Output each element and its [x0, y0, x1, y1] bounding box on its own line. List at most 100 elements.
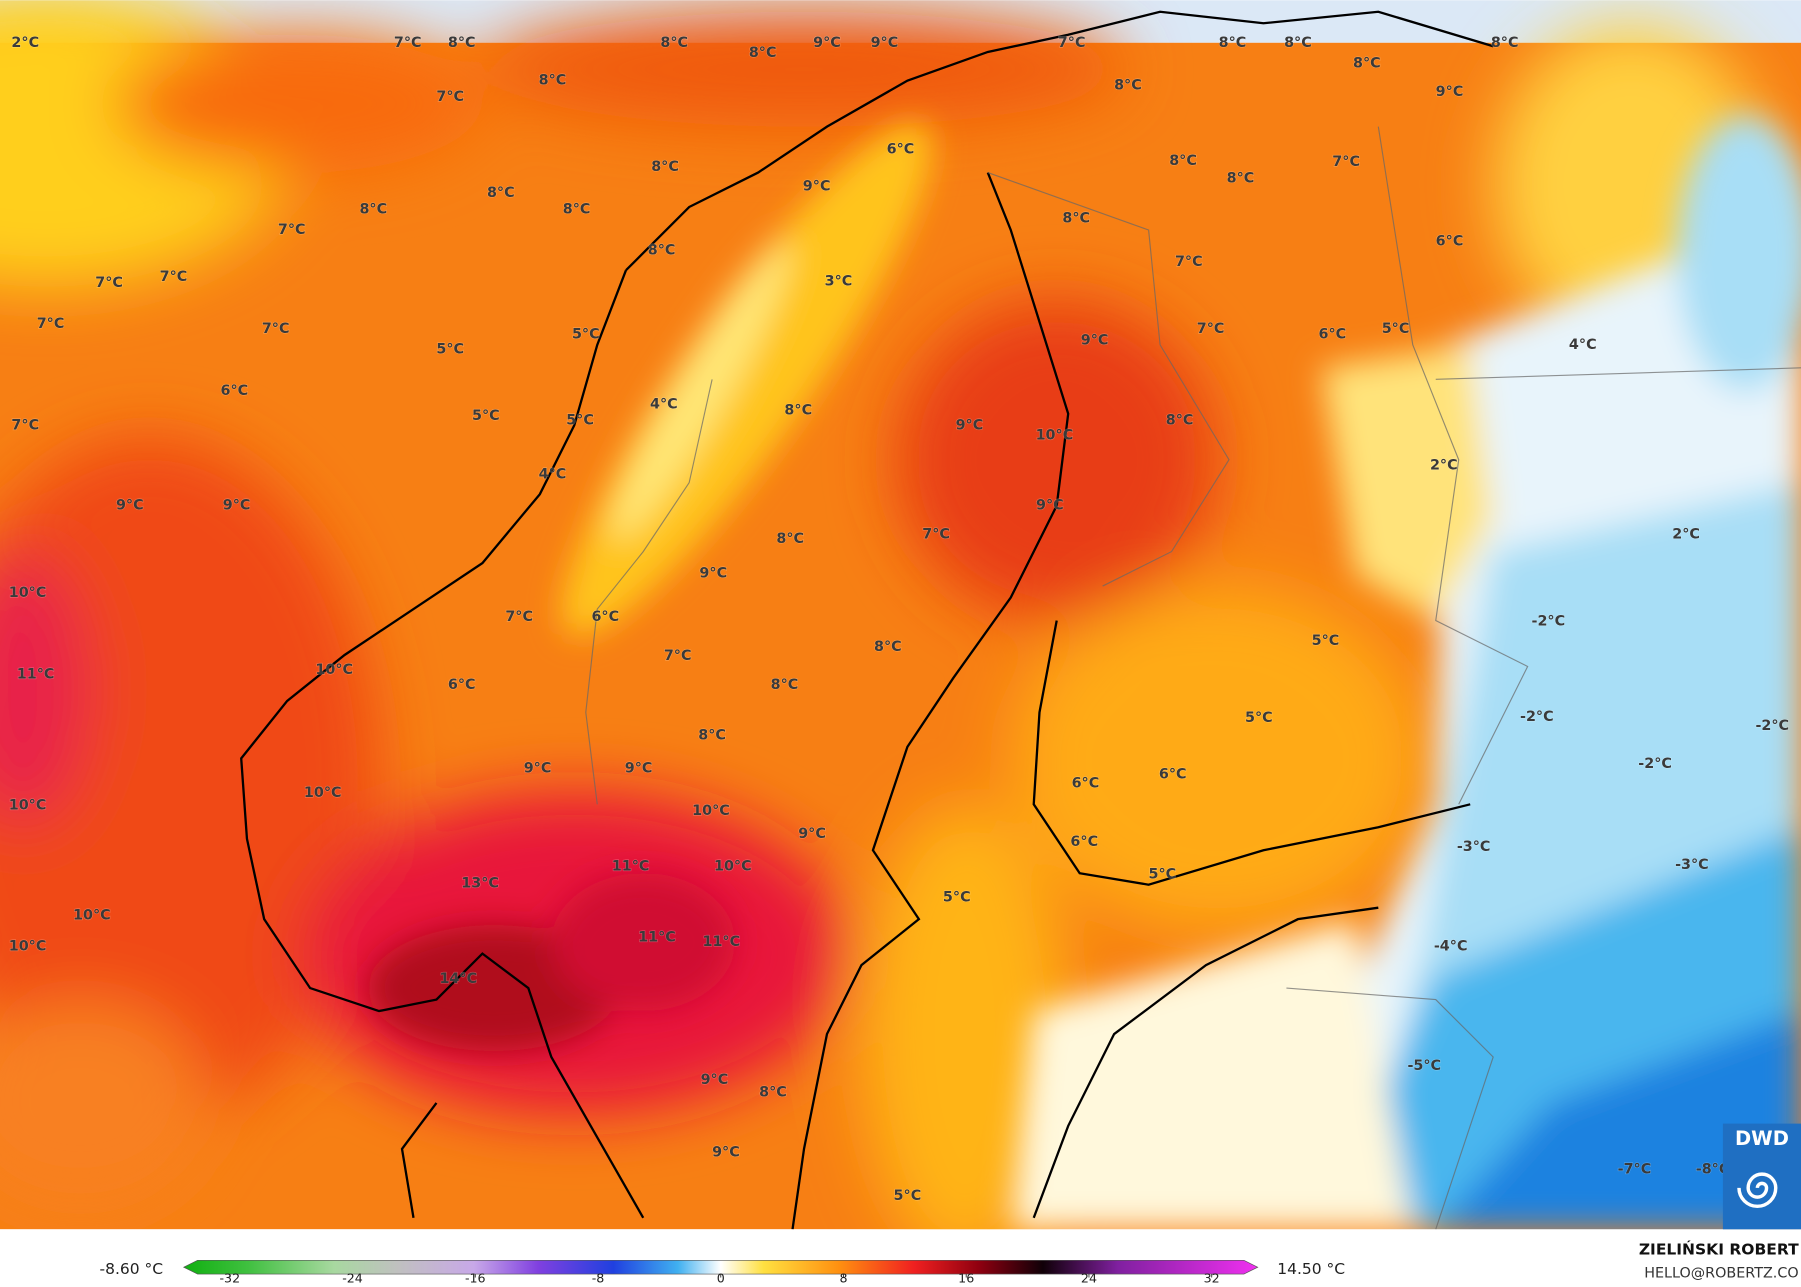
temperature-label: 6°C: [591, 609, 619, 625]
temperature-label: 5°C: [1149, 866, 1177, 882]
temperature-label: 9°C: [1081, 332, 1109, 348]
temperature-label: 7°C: [394, 35, 422, 51]
temperature-label: -7°C: [1618, 1162, 1652, 1178]
colorbar-tick-label: -16: [465, 1271, 486, 1286]
temperature-label: 8°C: [784, 402, 812, 418]
logo-background: [1722, 1123, 1801, 1230]
temperature-label: 10°C: [73, 908, 111, 924]
temperature-label: 7°C: [1058, 35, 1086, 51]
temperature-label: 7°C: [1332, 154, 1360, 170]
temperature-label: 6°C: [448, 677, 476, 693]
temperature-label: 7°C: [664, 648, 692, 664]
temperature-label: 6°C: [220, 383, 248, 399]
dwd-logo: DWD: [1722, 1123, 1801, 1230]
temperature-label: 8°C: [1227, 170, 1255, 186]
temperature-label: 14°C: [439, 971, 477, 987]
temperature-label: 8°C: [1169, 153, 1197, 169]
temperature-label: 8°C: [1353, 55, 1381, 71]
temperature-label: 8°C: [771, 677, 799, 693]
colorbar-tick-label: 0: [717, 1271, 725, 1286]
temperature-label: -2°C: [1531, 614, 1565, 630]
temperature-label: 7°C: [1197, 321, 1225, 337]
temperature-label: 11°C: [638, 930, 676, 946]
temperature-label: 8°C: [359, 201, 387, 217]
temperature-label: 9°C: [116, 498, 144, 514]
temperature-label: 7°C: [436, 89, 464, 105]
temperature-label: 8°C: [1219, 35, 1247, 51]
temperature-label: 5°C: [572, 327, 600, 343]
temperature-label: 10°C: [9, 797, 47, 813]
temperature-label: -4°C: [1434, 939, 1468, 955]
temperature-label: 8°C: [1491, 35, 1519, 51]
colorbar-tick-label: -24: [342, 1271, 363, 1286]
temperature-label: 7°C: [11, 417, 39, 433]
temperature-label: -2°C: [1520, 709, 1554, 725]
temperature-label: 8°C: [749, 45, 777, 61]
temperature-label: 10°C: [9, 585, 47, 601]
temperature-label: 11°C: [17, 667, 55, 683]
temperature-label: 5°C: [943, 889, 971, 905]
temperature-label: 9°C: [712, 1144, 740, 1160]
colorbar-tick-label: -32: [219, 1271, 240, 1286]
temperature-label: 4°C: [650, 397, 678, 413]
temperature-label: 8°C: [651, 159, 679, 175]
temperature-label: 5°C: [1312, 633, 1340, 649]
temperature-label: 7°C: [160, 269, 188, 285]
temperature-label: 10°C: [9, 939, 47, 955]
colorbar: -8.60 °C 14.50 °C -32 -24 -16 -8 0 8 16 24 32: [99, 1259, 1345, 1286]
temperature-label: 11°C: [702, 934, 740, 950]
temperature-label: 7°C: [922, 526, 950, 542]
temperature-label: -3°C: [1675, 857, 1709, 873]
temperature-label: 7°C: [1175, 254, 1203, 270]
temperature-label: 7°C: [278, 222, 306, 238]
temperature-label: 13°C: [461, 876, 499, 892]
temperature-label: 8°C: [448, 35, 476, 51]
temperature-label: 2°C: [1672, 526, 1700, 542]
temperature-label: 10°C: [1036, 428, 1074, 444]
temperature-label: -2°C: [1755, 718, 1789, 734]
colorbar-max: 14.50 °C: [1277, 1260, 1345, 1278]
temperature-label: 7°C: [95, 275, 123, 291]
temperature-label: 9°C: [956, 417, 984, 433]
coastline: [240, 10, 1494, 1230]
temperature-label: 2°C: [11, 35, 39, 51]
temperature-label: 8°C: [563, 201, 591, 217]
temperature-label: 6°C: [887, 142, 915, 158]
temperature-label: 8°C: [539, 73, 567, 89]
temperature-label: -2°C: [1638, 756, 1672, 772]
temperature-label: 7°C: [505, 609, 533, 625]
colorbar-gradient: [183, 1259, 1259, 1275]
colorbar-min: -8.60 °C: [99, 1260, 163, 1278]
temperature-label: -3°C: [1457, 839, 1491, 855]
temperature-label: 6°C: [1070, 834, 1098, 850]
temperature-label: 9°C: [223, 498, 251, 514]
temperature-label: 6°C: [1159, 766, 1187, 782]
temperature-label: 9°C: [625, 761, 653, 777]
temperature-label: 6°C: [1319, 327, 1347, 343]
colorbar-tick-label: 24: [1081, 1271, 1097, 1286]
temperature-label: 8°C: [660, 35, 688, 51]
temperature-label: 8°C: [1166, 413, 1194, 429]
temperature-label: 4°C: [1569, 337, 1597, 353]
temperature-label: 9°C: [524, 761, 552, 777]
temperature-label: 9°C: [1036, 498, 1064, 514]
temperature-label: 5°C: [1245, 710, 1273, 726]
temperature-label: 9°C: [1436, 84, 1464, 100]
temperature-label: 8°C: [698, 727, 726, 743]
temperature-label: 10°C: [692, 803, 730, 819]
temperature-label: 4°C: [539, 467, 567, 483]
temperature-label: 5°C: [472, 408, 500, 424]
borders: [585, 126, 1801, 1230]
temperature-label: 6°C: [1436, 233, 1464, 249]
temperature-label: 9°C: [701, 1072, 729, 1088]
temperature-label: 7°C: [37, 316, 65, 332]
temperature-label: 8°C: [1284, 35, 1312, 51]
temperature-label: 5°C: [566, 413, 594, 429]
temperature-label: 8°C: [648, 243, 676, 259]
temperature-labels: 2°C 7°C 8°C 8°C 8°C 9°C 9°C 7°C 8°C 8°C 8°C 8°C 8°C 7…: [8, 34, 1790, 1204]
temperature-label: 8°C: [759, 1085, 787, 1101]
temperature-label: 8°C: [487, 185, 515, 201]
temperature-label: -5°C: [1407, 1058, 1441, 1074]
temperature-label: 10°C: [315, 662, 353, 678]
